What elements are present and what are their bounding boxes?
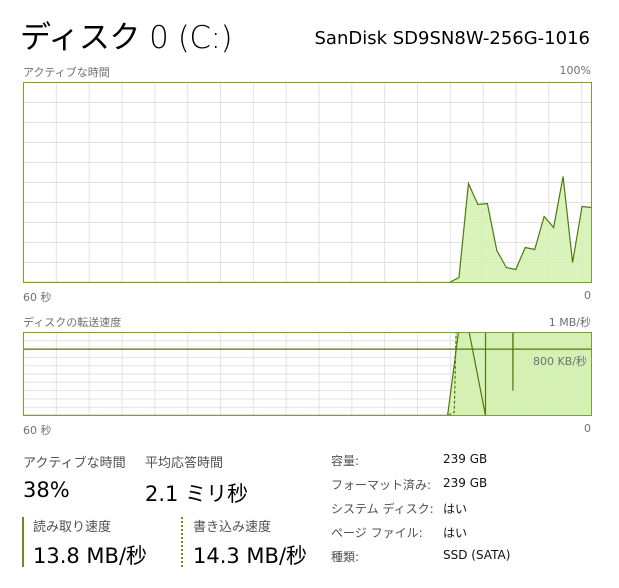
system-disk-value: はい — [443, 502, 468, 516]
series-line-0 — [23, 176, 592, 283]
formatted-label: フォーマット済み: — [331, 478, 432, 492]
write-speed-label: 書き込み速度 — [193, 520, 272, 535]
transfer-rate-chart — [23, 332, 592, 416]
read-speed-label: 読み取り速度 — [33, 520, 112, 535]
read-legend-line — [22, 517, 24, 567]
transfer-chart-title: ディスクの転送速度 — [23, 316, 122, 329]
system-disk-label: システム ディスク: — [331, 502, 434, 516]
capacity-value: 239 GB — [443, 452, 488, 466]
series-group — [23, 176, 592, 283]
response-time-value: 2.1 ミリ秒 — [145, 482, 249, 506]
type-label: 種類: — [331, 550, 360, 564]
active-time-chart-title: アクティブな時間 — [23, 66, 110, 79]
active-time-x-left-label: 60 秒 — [23, 291, 52, 304]
chart-border — [23, 82, 592, 283]
series-line-1 — [23, 332, 457, 416]
active-time-label: アクティブな時間 — [23, 456, 126, 471]
read-speed-value: 13.8 MB/秒 — [33, 544, 148, 568]
capacity-label: 容量: — [331, 454, 360, 468]
series-line-0 — [23, 332, 514, 416]
active-time-max-label: 100% — [559, 64, 591, 77]
transfer-x-left-label: 60 秒 — [23, 424, 52, 437]
type-value: SSD (SATA) — [443, 548, 511, 562]
series-area-0 — [23, 176, 592, 283]
transfer-ref-label: 800 KB/秒 — [533, 355, 587, 368]
active-time-value: 38% — [23, 478, 70, 502]
active-time-chart — [23, 82, 592, 283]
write-legend-line — [181, 517, 183, 567]
formatted-value: 239 GB — [443, 476, 488, 490]
chart-border — [23, 332, 592, 416]
disk-model: SanDisk SD9SN8W-256G-1016 — [314, 28, 590, 49]
transfer-x-right-label: 0 — [584, 422, 591, 435]
page-file-label: ページ ファイル: — [331, 526, 423, 540]
series-group — [23, 332, 592, 416]
write-speed-value: 14.3 MB/秒 — [193, 544, 308, 568]
page-file-value: はい — [443, 526, 468, 540]
active-time-x-right-label: 0 — [584, 289, 591, 302]
disk-title: ディスク 0 (C:) — [20, 20, 233, 56]
response-time-label: 平均応答時間 — [145, 456, 224, 471]
transfer-max-label: 1 MB/秒 — [548, 316, 591, 329]
